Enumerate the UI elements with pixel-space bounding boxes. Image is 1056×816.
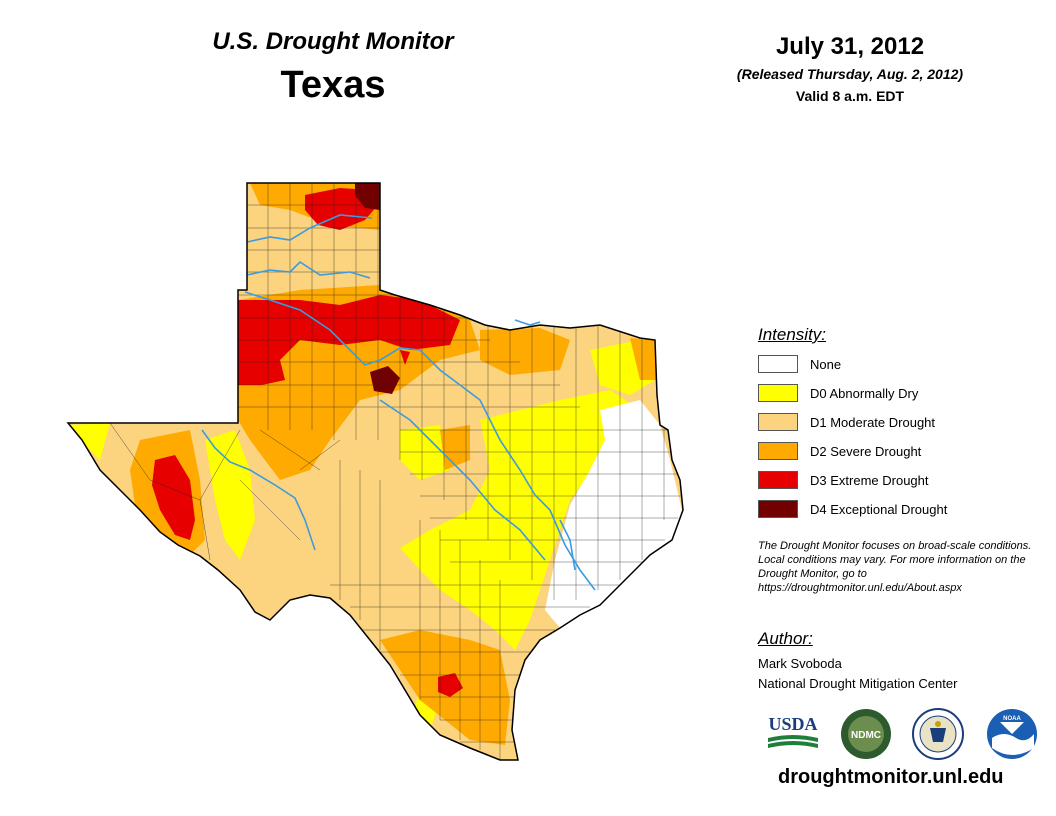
author-name: Mark Svoboda — [758, 656, 842, 671]
state-name: Texas — [280, 64, 386, 106]
legend-label: None — [810, 357, 842, 372]
legend-label: D4 Exceptional Drought — [810, 502, 948, 517]
noaa-logo: NOAA — [987, 709, 1037, 759]
drought-regions — [68, 183, 683, 760]
usda-logo: USDA — [768, 714, 818, 748]
map-title: U.S. Drought Monitor — [212, 28, 454, 55]
rivers — [201, 214, 596, 591]
legend-label: D2 Severe Drought — [810, 444, 922, 459]
legend-label: D3 Extreme Drought — [810, 473, 929, 488]
info-note: The Drought Monitor focuses on broad-sca… — [758, 540, 1032, 594]
release-date: (Released Thursday, Aug. 2, 2012) — [736, 66, 964, 82]
legend-swatch — [758, 442, 798, 460]
legend-swatch — [758, 471, 798, 489]
map-date: July 31, 2012 — [775, 33, 925, 60]
legend-swatch — [758, 500, 798, 518]
legend-title: Intensity: — [758, 325, 827, 344]
valid-time: Valid 8 a.m. EDT — [795, 88, 905, 104]
texas-drought-map — [67, 182, 684, 761]
author-organization: National Drought Mitigation Center — [758, 676, 958, 691]
website-link[interactable]: droughtmonitor.unl.edu — [778, 766, 1004, 788]
author-title: Author: — [758, 629, 813, 648]
ndmc-logo: NDMC — [841, 709, 891, 759]
commerce-seal — [912, 708, 964, 760]
legend-swatch — [758, 355, 798, 373]
legend-label: D0 Abnormally Dry — [810, 386, 919, 401]
legend-swatch — [758, 413, 798, 431]
legend-swatch — [758, 384, 798, 402]
ndmc-logo-text: NDMC — [851, 730, 881, 741]
usda-logo-text: USDA — [768, 714, 817, 734]
legend-label: D1 Moderate Drought — [810, 415, 936, 430]
noaa-logo-text: NOAA — [1003, 716, 1021, 722]
